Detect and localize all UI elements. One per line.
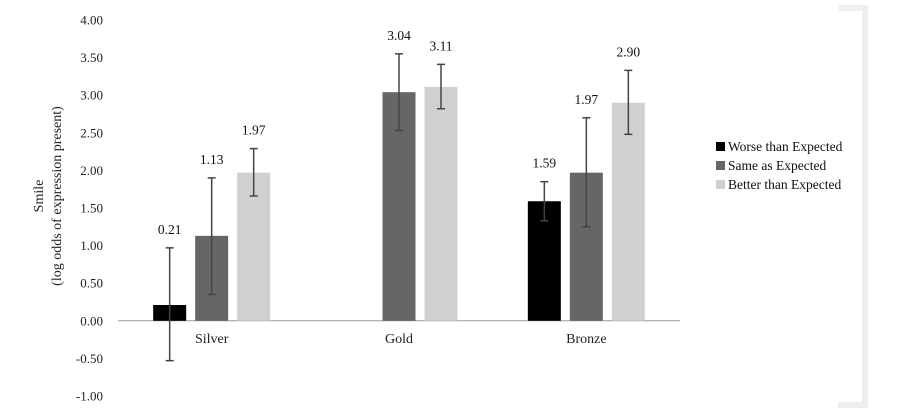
category-label: Gold (385, 332, 413, 347)
y-tick-label: 3.00 (80, 88, 103, 103)
y-tick-label: 1.50 (80, 201, 103, 216)
y-axis-subtitle: (log odds of expression present) (50, 106, 65, 286)
data-label: 0.21 (158, 222, 182, 237)
bar (237, 172, 271, 321)
y-tick-label: 4.00 (80, 13, 103, 28)
y-tick-label: 2.50 (80, 125, 103, 140)
data-label: 1.97 (242, 123, 266, 138)
legend-swatch (716, 142, 725, 151)
legend-swatch (716, 180, 725, 189)
legend-label: Same as Expected (728, 158, 826, 173)
legend-swatch (716, 161, 725, 170)
y-tick-label: 1.00 (80, 238, 103, 253)
data-label: 1.13 (200, 152, 224, 167)
category-label: Silver (195, 332, 229, 347)
data-label: 3.11 (429, 38, 452, 53)
legend-label: Better than Expected (728, 177, 841, 192)
y-axis-ticks: -1.00 -0.50 0.00 0.50 1.00 1.50 2.00 2.50 3.00 3.… (76, 13, 103, 404)
data-label: 2.90 (617, 44, 641, 59)
bar (611, 102, 645, 321)
data-label: 1.97 (575, 92, 599, 107)
bars (153, 86, 645, 321)
y-tick-label: 3.50 (80, 50, 103, 65)
y-axis-title: Smile (32, 180, 47, 213)
y-tick-label: 0.50 (80, 276, 103, 291)
bar (424, 86, 458, 321)
category-labels: Silver Gold Bronze (195, 332, 607, 347)
data-label: 3.04 (387, 28, 411, 43)
legend: Worse than Expected Same as Expected Bette… (716, 139, 843, 192)
error-bars (165, 53, 633, 362)
category-label: Bronze (566, 332, 606, 347)
y-tick-label: 0.00 (80, 313, 103, 328)
y-tick-label: -0.50 (76, 351, 103, 366)
y-tick-label: 2.00 (80, 163, 103, 178)
legend-label: Worse than Expected (728, 139, 843, 154)
data-labels: 0.21 1.13 1.97 3.04 3.11 1.59 1.97 2.90 (158, 28, 641, 237)
data-label: 1.59 (533, 156, 557, 171)
side-bracket (838, 5, 868, 408)
y-tick-label: -1.00 (76, 389, 103, 404)
